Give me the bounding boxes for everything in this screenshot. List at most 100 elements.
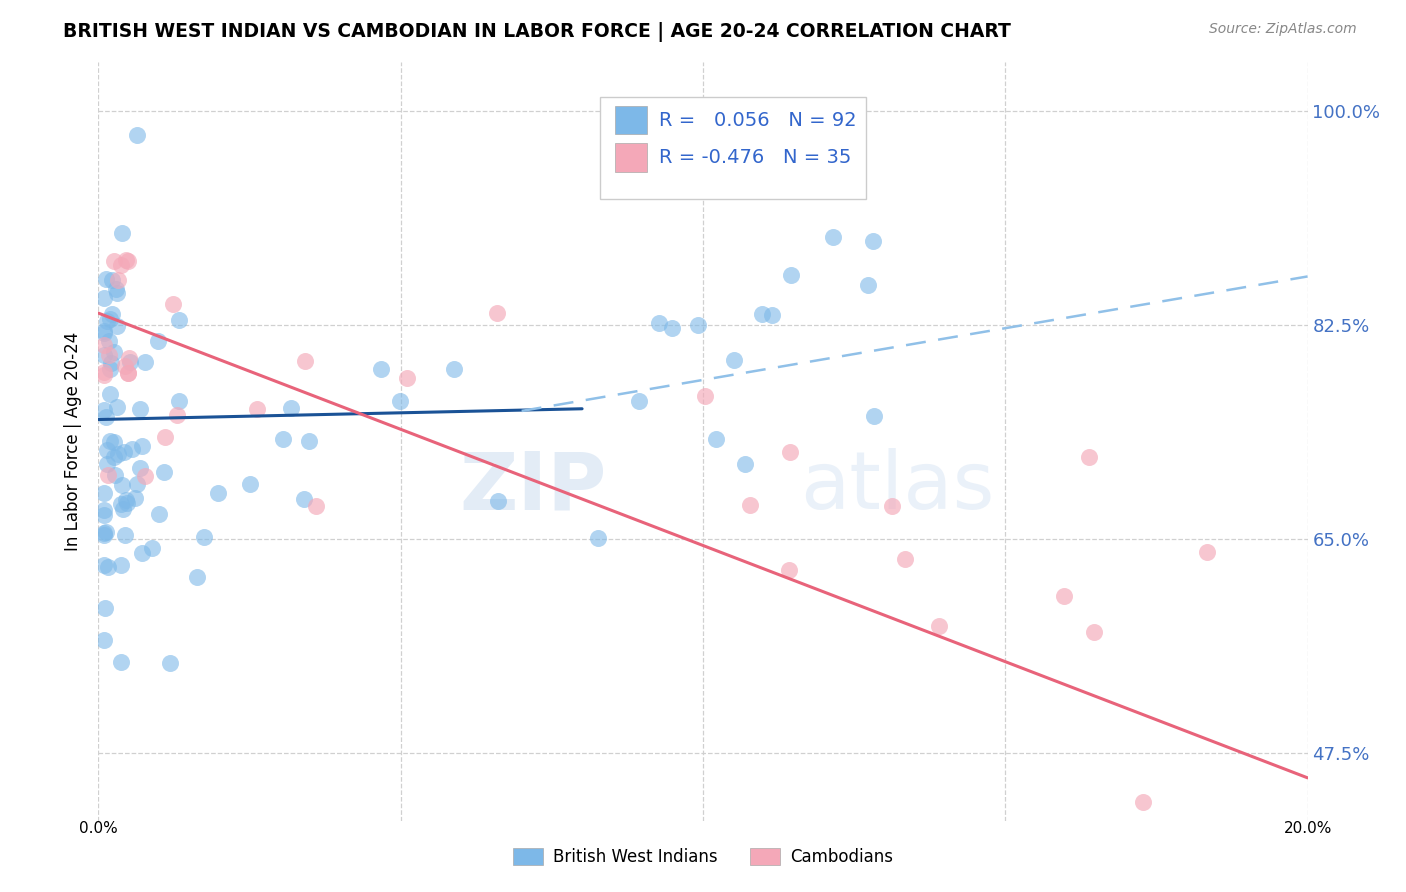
Point: [96, 272, 118, 286]
Point: [107, 401, 129, 415]
Point: [97, 467, 120, 482]
Point: [103, 345, 125, 359]
Point: [98, 434, 121, 448]
Point: [271, 432, 294, 446]
Point: [141, 541, 163, 555]
Point: [93, 337, 115, 351]
Point: [93, 368, 115, 382]
Point: [280, 401, 302, 415]
Point: [706, 432, 728, 446]
Point: [103, 450, 125, 464]
Point: [370, 361, 392, 376]
Point: [107, 447, 129, 461]
Text: ZIP: ZIP: [458, 448, 606, 526]
Point: [193, 530, 215, 544]
Legend: British West Indians, Cambodians: British West Indians, Cambodians: [506, 841, 900, 873]
Point: [823, 230, 845, 244]
Point: [93, 326, 115, 341]
Point: [129, 401, 152, 416]
Point: [110, 655, 132, 669]
Point: [93, 485, 115, 500]
Point: [863, 409, 886, 424]
Point: [112, 444, 135, 458]
Text: BRITISH WEST INDIAN VS CAMBODIAN IN LABOR FORCE | AGE 20-24 CORRELATION CHART: BRITISH WEST INDIAN VS CAMBODIAN IN LABO…: [63, 22, 1011, 42]
Point: [93, 403, 115, 417]
Point: [153, 430, 176, 444]
Point: [93, 632, 115, 647]
Point: [486, 494, 509, 508]
Point: [114, 359, 136, 373]
Point: [103, 435, 125, 450]
Point: [117, 366, 139, 380]
Point: [112, 501, 135, 516]
Point: [239, 476, 262, 491]
Point: [96, 314, 118, 328]
Point: [131, 546, 153, 560]
Point: [105, 286, 128, 301]
Point: [124, 491, 146, 505]
Point: [305, 499, 328, 513]
Point: [93, 558, 115, 572]
Point: [110, 258, 132, 272]
Point: [103, 253, 125, 268]
Point: [96, 458, 118, 472]
Point: [894, 551, 917, 566]
Point: [693, 389, 716, 403]
Point: [628, 394, 651, 409]
Text: atlas: atlas: [800, 448, 994, 526]
Point: [153, 466, 176, 480]
Point: [396, 371, 419, 385]
Point: [110, 558, 132, 573]
Point: [648, 316, 671, 330]
Point: [127, 477, 149, 491]
Point: [148, 508, 170, 522]
Point: [1078, 450, 1101, 465]
Point: [485, 306, 508, 320]
Point: [115, 253, 138, 268]
Point: [880, 499, 903, 513]
Point: [93, 291, 115, 305]
Point: [93, 508, 115, 522]
Point: [166, 408, 188, 422]
Point: [118, 355, 141, 369]
Point: [830, 158, 852, 172]
Point: [98, 362, 121, 376]
Point: [207, 485, 229, 500]
Point: [146, 334, 169, 349]
Point: [162, 297, 184, 311]
Point: [443, 361, 465, 376]
Point: [101, 273, 124, 287]
Point: [118, 351, 141, 366]
Point: [1053, 589, 1076, 603]
Point: [779, 444, 801, 458]
Point: [94, 410, 117, 425]
Point: [93, 324, 115, 338]
Text: 0.0%: 0.0%: [79, 821, 118, 836]
Point: [121, 442, 143, 457]
Point: [94, 524, 117, 539]
Point: [186, 570, 208, 584]
Point: [115, 496, 138, 510]
Point: [110, 497, 132, 511]
FancyBboxPatch shape: [600, 96, 866, 199]
Point: [723, 352, 745, 367]
Text: Source: ZipAtlas.com: Source: ZipAtlas.com: [1209, 22, 1357, 37]
Point: [294, 353, 316, 368]
Point: [93, 502, 115, 516]
Point: [97, 559, 120, 574]
Point: [134, 469, 156, 483]
Point: [167, 393, 190, 408]
Point: [93, 525, 115, 540]
Point: [111, 226, 134, 240]
Point: [586, 531, 609, 545]
Point: [928, 619, 950, 633]
Point: [778, 563, 800, 577]
Point: [93, 365, 115, 379]
Point: [105, 318, 128, 333]
Point: [117, 253, 139, 268]
Point: [761, 308, 783, 322]
Point: [159, 656, 181, 670]
Point: [97, 348, 120, 362]
Point: [734, 457, 756, 471]
Point: [1132, 795, 1154, 809]
